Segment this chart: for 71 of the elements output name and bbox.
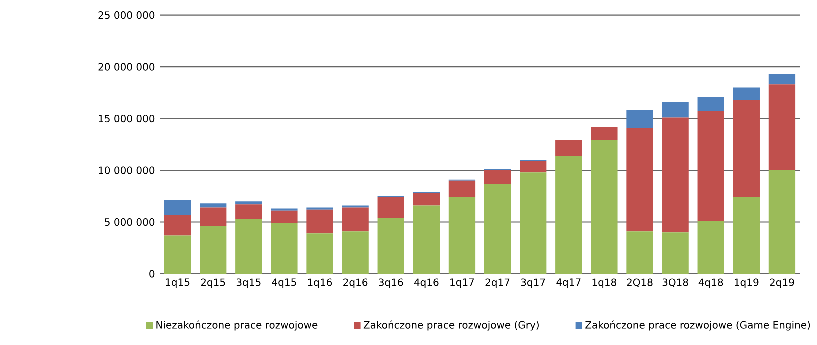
bar (520, 172, 547, 274)
bar (698, 97, 724, 112)
y-tick-label: 15 000 000 (99, 115, 155, 123)
bar (448, 197, 476, 274)
bar (200, 208, 227, 226)
x-tick-label: 2Q18 (627, 278, 653, 288)
x-tick-label: 3Q18 (662, 278, 688, 288)
bar (591, 140, 618, 274)
x-tick-label: 2q15 (201, 278, 226, 288)
bar (626, 232, 654, 274)
bar (271, 223, 298, 274)
bar (306, 234, 334, 274)
bar (413, 206, 440, 274)
bar (200, 226, 227, 274)
bar (236, 202, 262, 205)
x-tick-label: 2q17 (486, 278, 510, 288)
bar (768, 84, 796, 171)
x-tick-label: 1q17 (450, 278, 474, 288)
x-tick-label: 3q17 (521, 278, 546, 288)
x-tick-label: 1q19 (735, 278, 759, 288)
bar (271, 210, 298, 224)
bar (448, 180, 476, 198)
legend-label: Niezakończone prace rozwojowe (156, 320, 318, 331)
x-tick-label: 2q19 (770, 278, 794, 288)
bar (591, 127, 618, 141)
y-tick-label: 20 000 000 (98, 63, 155, 71)
bar (626, 110, 654, 128)
x-tick-label: 1q15 (166, 278, 190, 288)
bar (236, 204, 262, 220)
bar (484, 184, 512, 274)
bar (164, 200, 192, 216)
x-tick-label: 4q18 (698, 278, 724, 288)
x-tick-label: 4q16 (414, 278, 439, 288)
legend-label: Zakończone prace rozwojowe (Game Engine) (586, 320, 810, 331)
bar (378, 218, 404, 274)
bar (378, 197, 404, 218)
y-tick-label: 0 (150, 270, 155, 278)
y-tick-label: 10 000 000 (99, 166, 155, 174)
bar (768, 74, 796, 85)
bar (662, 118, 689, 233)
bar (662, 232, 689, 274)
bar (556, 156, 582, 274)
bar (626, 128, 654, 232)
bar (662, 102, 689, 118)
x-tick-label: 1q18 (592, 278, 616, 288)
bar (556, 140, 582, 156)
x-tick-label: 2q16 (344, 278, 368, 288)
bar (698, 112, 724, 222)
bar (768, 170, 796, 274)
bar (306, 210, 334, 234)
x-tick-label: 4q17 (556, 278, 581, 288)
bar (413, 193, 440, 206)
x-tick-label: 3q15 (236, 278, 261, 288)
x-tick-label: 3q16 (379, 278, 404, 288)
bar (484, 170, 512, 184)
bar (342, 208, 369, 232)
legend-label: Zakończone prace rozwojowe (Gry) (364, 320, 539, 331)
bar (698, 221, 724, 274)
bar (236, 219, 262, 274)
y-tick-label: 25 000 000 (98, 12, 155, 20)
bar (733, 100, 760, 198)
y-tick-label: 5 000 000 (105, 218, 155, 226)
bar (733, 197, 760, 274)
bar (164, 215, 192, 236)
x-tick-label: 1q16 (308, 278, 332, 288)
bar (164, 236, 192, 274)
bar (520, 161, 547, 173)
x-tick-label: 4q15 (272, 278, 296, 288)
bar (342, 232, 369, 274)
bar (733, 88, 760, 100)
bar (200, 204, 227, 208)
